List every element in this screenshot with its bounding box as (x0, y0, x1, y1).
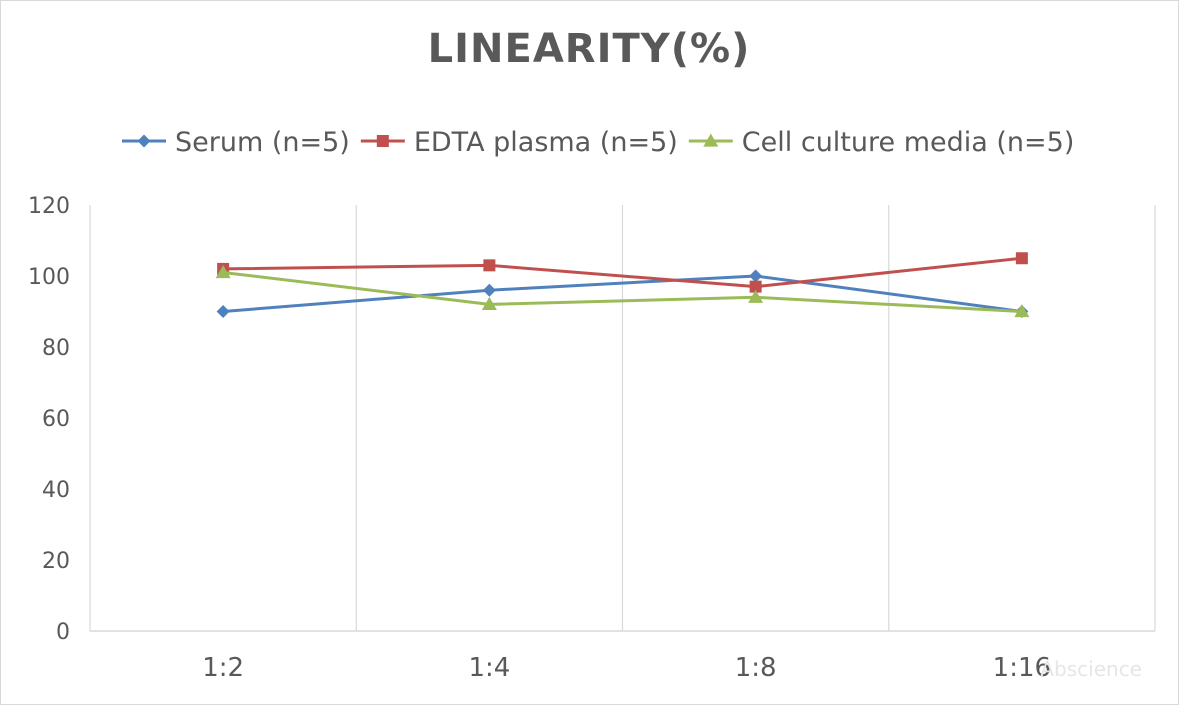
y-tick-label: 100 (28, 265, 70, 290)
legend-item-2: EDTA plasma (n=5) (360, 127, 678, 158)
data-point (216, 305, 230, 318)
data-point (749, 269, 763, 283)
y-axis: 0 20 40 60 80 100 120 (28, 194, 70, 645)
legend-item-1: Serum (n=5) (122, 127, 350, 158)
y-tick-label: 40 (42, 478, 70, 503)
gridlines (89, 205, 1156, 632)
series-group (215, 252, 1030, 318)
y-tick-label: 0 (56, 620, 70, 645)
legend: Serum (n=5) EDTA plasma (n=5) Cell culture… (122, 127, 1074, 158)
x-tick-label: 1:2 (202, 653, 244, 683)
data-point (482, 283, 496, 297)
legend-label: Cell culture media (n=5) (742, 127, 1075, 158)
data-point (215, 264, 231, 279)
data-point (749, 280, 762, 293)
legend-label: EDTA plasma (n=5) (414, 127, 678, 158)
data-point (1015, 252, 1028, 265)
chart-title: LINEARITY(%) (428, 26, 751, 72)
legend-marker (137, 134, 151, 148)
series-3 (215, 264, 1030, 318)
series-line (223, 256, 1023, 289)
data-point (483, 259, 496, 272)
x-axis: 1:2 1:4 1:8 1:16 (202, 653, 1051, 683)
y-tick-label: 20 (42, 549, 70, 574)
legend-item-3: Cell culture media (n=5) (688, 127, 1075, 158)
legend-marker (703, 133, 719, 147)
x-tick-label: 1:4 (468, 653, 510, 683)
x-tick-label: 1:16 (993, 653, 1051, 683)
series-line (222, 270, 1022, 313)
data-point (481, 296, 497, 311)
series-line (223, 274, 1023, 313)
y-tick-label: 120 (28, 194, 70, 219)
watermark: Abscience (1040, 657, 1142, 681)
y-tick-label: 60 (42, 407, 70, 432)
legend-marker (376, 135, 389, 147)
x-tick-label: 1:8 (735, 653, 777, 683)
data-point (748, 289, 764, 303)
y-tick-label: 80 (42, 336, 70, 361)
data-point (1014, 304, 1030, 318)
legend-label: Serum (n=5) (175, 127, 350, 158)
